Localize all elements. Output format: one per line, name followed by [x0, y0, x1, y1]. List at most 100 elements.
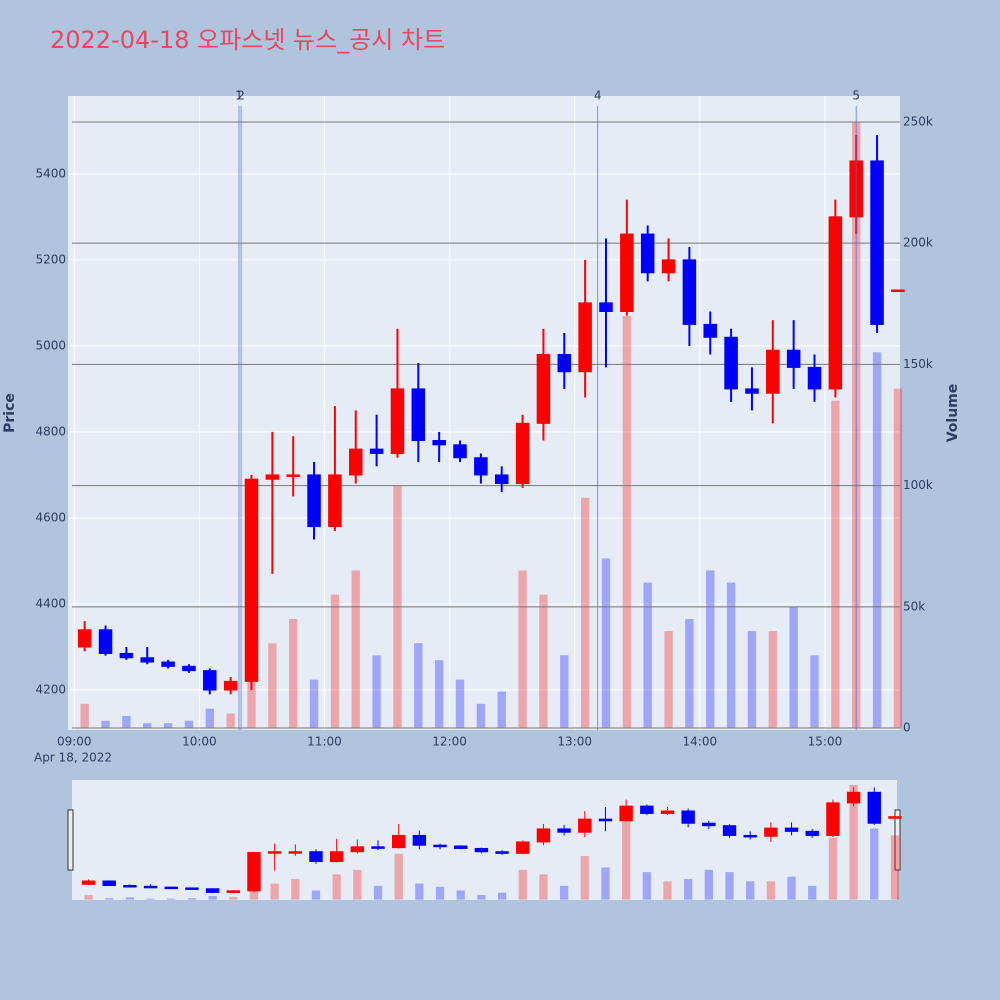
candle-body [453, 444, 467, 459]
slider-handle[interactable] [67, 809, 74, 871]
news-label: 2 [237, 89, 245, 103]
slider-volume-bar [84, 895, 93, 900]
candle-body [515, 422, 530, 485]
candle-body [891, 289, 905, 292]
candle-body [203, 670, 217, 691]
slider-volume-bar [373, 885, 383, 900]
candle-body [371, 846, 385, 849]
volume-bar [309, 679, 319, 729]
candle-body [702, 822, 716, 827]
plot-area [68, 96, 900, 730]
slider-volume-bar [125, 897, 135, 900]
y-axis-title: Price [2, 393, 18, 433]
slider-volume-bar [622, 821, 631, 900]
y-tick-label: 4400 [35, 596, 66, 610]
candle-body [307, 474, 321, 528]
y-tick-label: 4800 [35, 424, 66, 438]
candle-body [349, 448, 363, 476]
y2-tick-label: 150k [903, 357, 933, 371]
slider-volume-bar [704, 869, 713, 900]
slider-volume-bar [456, 890, 465, 900]
candle-body [391, 834, 406, 849]
candle-body [309, 851, 323, 862]
candle-body [888, 816, 902, 819]
candle-body [412, 834, 427, 846]
candle-body [619, 805, 633, 822]
volume-bar [810, 655, 819, 729]
volume-bar [268, 643, 277, 729]
candle-body [185, 887, 199, 890]
candle-body [784, 827, 799, 832]
news-label: 1 [235, 89, 243, 103]
candle-body [495, 851, 509, 854]
slider-volume-bar [167, 898, 176, 900]
slider-volume-bar [291, 878, 300, 900]
candle-body [599, 302, 613, 312]
volume-bar [414, 643, 423, 729]
candle-body [411, 388, 426, 442]
candle-body [640, 805, 654, 814]
slider-volume-bar [229, 896, 238, 900]
slider-volume-bar [890, 835, 900, 900]
slider-volume-bar [394, 853, 403, 900]
slider-volume-bar [746, 881, 755, 900]
slider-volume-bar [559, 885, 569, 900]
slider-volume-bar [518, 869, 527, 900]
candle-body [620, 233, 634, 312]
volume-bar [205, 708, 214, 729]
candle-body [828, 216, 843, 390]
volume-bar [685, 618, 694, 729]
slider-volume-bar [642, 872, 651, 900]
candle-body [764, 827, 778, 837]
candle-body [329, 851, 344, 862]
y2-tick-label: 200k [903, 236, 933, 250]
candle-body [681, 810, 695, 824]
candle-body [223, 680, 238, 691]
range-slider[interactable] [72, 780, 897, 900]
slider-volume-bar [208, 895, 217, 900]
candle-body [432, 440, 446, 446]
candle-body [119, 652, 134, 659]
x-tick-label: 09:00 [57, 735, 92, 749]
news-label: 5 [852, 89, 860, 103]
candle-body [205, 888, 220, 893]
candle-body [247, 852, 261, 892]
candle-body [161, 661, 175, 667]
slider-handle[interactable] [894, 809, 901, 871]
x-date-label: Apr 18, 2022 [34, 751, 112, 765]
candle-body [807, 366, 822, 390]
y2-axis-title: Volume [945, 384, 961, 443]
candle-body [660, 810, 675, 814]
y2-tick-label: 100k [903, 478, 933, 492]
candle-body [786, 349, 801, 368]
slider-volume-bar [539, 874, 548, 900]
candle-body [846, 791, 861, 804]
y-tick-label: 4600 [35, 510, 66, 524]
candle-body [598, 818, 613, 822]
volume-bar [768, 631, 777, 729]
candle-body [557, 354, 572, 373]
candle-body [578, 302, 592, 373]
candle-body [182, 665, 196, 672]
slider-volume-bar [787, 876, 796, 900]
y-tick-label: 5000 [35, 338, 66, 352]
candle-body [328, 474, 342, 528]
candle-body [102, 880, 116, 887]
volume-bar [706, 570, 715, 729]
slider-volume-bar [497, 892, 507, 900]
slider-volume-bar [105, 898, 114, 900]
y-tick-label: 5400 [35, 166, 66, 180]
candle-body [140, 657, 154, 663]
candle-body [805, 830, 819, 836]
volume-bar [580, 497, 590, 729]
volume-bar [601, 558, 611, 729]
candle-body [164, 886, 178, 890]
candle-body [267, 851, 282, 854]
y2-tick-label: 250k [903, 114, 933, 128]
candle-body [143, 885, 158, 889]
candle-body [743, 834, 757, 838]
volume-bar [143, 723, 152, 729]
volume-bar [101, 720, 110, 729]
volume-bar [560, 655, 569, 729]
volume-bar [726, 582, 736, 729]
